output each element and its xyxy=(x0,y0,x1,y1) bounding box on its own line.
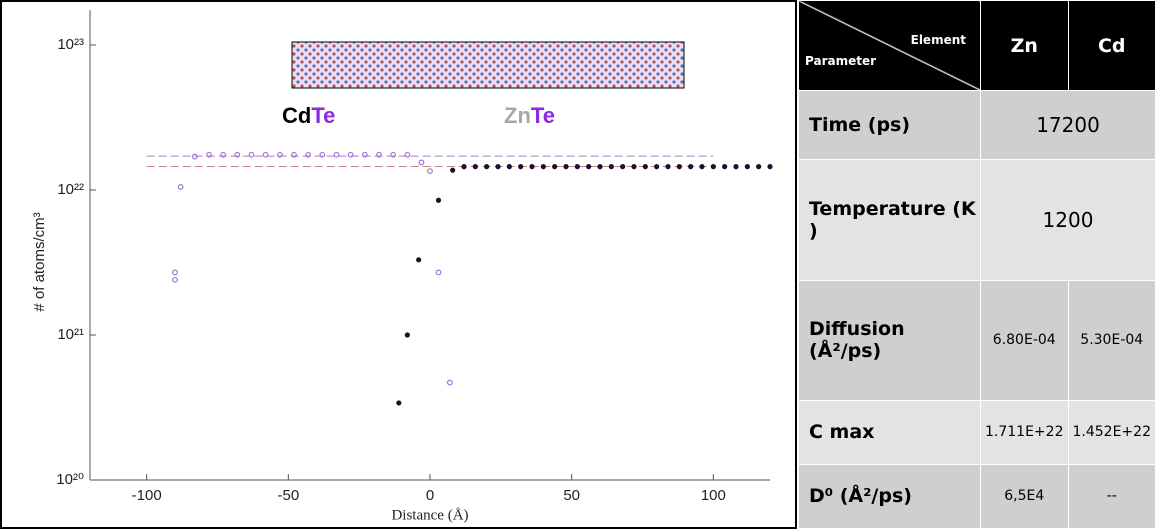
data-point xyxy=(597,164,603,170)
data-point xyxy=(552,164,558,170)
data-point xyxy=(418,159,425,166)
x-tick-label: -100 xyxy=(132,487,162,504)
data-point xyxy=(291,151,297,158)
data-point xyxy=(586,164,592,170)
panel-border xyxy=(0,0,797,529)
x-tick-label: 0 xyxy=(426,487,434,504)
data-point xyxy=(665,164,671,170)
data-point xyxy=(563,164,569,170)
data-point xyxy=(361,151,368,158)
data-point xyxy=(472,164,478,170)
data-point xyxy=(631,164,637,170)
data-point xyxy=(722,164,728,170)
x-tick-label: 50 xyxy=(563,487,580,504)
annotation: Te xyxy=(531,103,555,128)
x-axis-label: Distance (Å) xyxy=(391,507,468,523)
data-point xyxy=(172,269,178,276)
data-point xyxy=(756,164,762,170)
column-header: Cd xyxy=(1067,0,1156,91)
data-point xyxy=(347,151,354,158)
data-point xyxy=(276,151,283,158)
cell: 1.711E+22 xyxy=(980,399,1069,465)
cdte-label: CdTe xyxy=(282,103,335,128)
cell: 1.452E+22 xyxy=(1067,399,1156,465)
annotation: Cd xyxy=(282,103,311,128)
data-point xyxy=(390,151,397,158)
data-point xyxy=(484,164,490,170)
data-point xyxy=(305,151,312,158)
data-point xyxy=(461,164,467,170)
data-point xyxy=(446,379,453,386)
cell: 17200 xyxy=(980,89,1156,161)
data-point xyxy=(529,164,535,170)
data-point xyxy=(172,276,178,283)
data-point xyxy=(688,164,694,170)
cell: 5.30E-04 xyxy=(1067,279,1156,401)
y-tick-label: 10²⁰ xyxy=(56,471,84,488)
data-point xyxy=(435,197,442,203)
x-tick-label: -50 xyxy=(277,487,299,504)
data-point xyxy=(333,151,340,158)
data-point xyxy=(450,167,456,173)
data-point xyxy=(435,269,442,276)
column-header: Element xyxy=(910,33,966,47)
data-point xyxy=(319,151,326,158)
parameter-table: Parameter Element Zn Cd Time (ps) 17200 Te… xyxy=(798,0,1156,529)
data-point xyxy=(710,164,716,170)
data-point xyxy=(744,164,750,170)
data-point xyxy=(676,164,682,170)
row-label: C max xyxy=(798,399,981,465)
y-axis-label: # of atoms/cm³ xyxy=(31,212,48,311)
data-point xyxy=(396,400,402,406)
data-point xyxy=(540,164,546,170)
data-point xyxy=(574,164,580,170)
data-point xyxy=(248,151,255,158)
data-point xyxy=(608,164,614,170)
column-header: Zn xyxy=(980,0,1069,91)
y-tick-label: 10²³ xyxy=(57,36,84,53)
cell: 6,5E4 xyxy=(980,463,1069,529)
data-point xyxy=(767,164,773,170)
cell: 6.80E-04 xyxy=(980,279,1069,401)
x-tick-label: 100 xyxy=(701,487,726,504)
data-point xyxy=(654,164,660,170)
cell: -- xyxy=(1067,463,1156,529)
y-tick-label: 10²² xyxy=(57,181,84,198)
data-point xyxy=(427,168,433,175)
data-point xyxy=(234,151,241,158)
data-point xyxy=(404,151,411,158)
data-point xyxy=(642,164,648,170)
znte-label: ZnTe xyxy=(504,103,555,128)
data-point xyxy=(416,257,422,263)
data-point xyxy=(518,164,524,170)
row-label: Time (ps) xyxy=(798,89,981,161)
annotation: Zn xyxy=(504,103,531,128)
data-point xyxy=(177,184,184,190)
data-point xyxy=(495,164,501,170)
data-point xyxy=(733,164,739,170)
chart: CdTe ZnTe Distance (Å) # of atoms/cm³ 10… xyxy=(0,0,797,529)
y-tick-label: 10²¹ xyxy=(57,326,84,343)
cell: 1200 xyxy=(980,159,1156,281)
data-point xyxy=(262,151,269,158)
row-header: Parameter xyxy=(805,54,877,68)
row-label: Temperature (K ) xyxy=(798,159,981,281)
annotation: Te xyxy=(311,103,335,128)
data-point xyxy=(404,332,410,338)
crystal-image xyxy=(291,41,685,89)
data-point xyxy=(620,164,626,170)
data-point xyxy=(699,164,705,170)
row-label: D⁰ (Å²/ps) xyxy=(798,463,981,529)
data-point xyxy=(191,153,198,160)
data-point xyxy=(376,151,382,158)
data-point xyxy=(206,151,212,158)
data-point xyxy=(506,164,512,170)
row-label: Diffusion (Å²/ps) xyxy=(798,279,981,401)
corner-cell: Parameter Element xyxy=(798,0,981,91)
data-point xyxy=(220,151,227,158)
